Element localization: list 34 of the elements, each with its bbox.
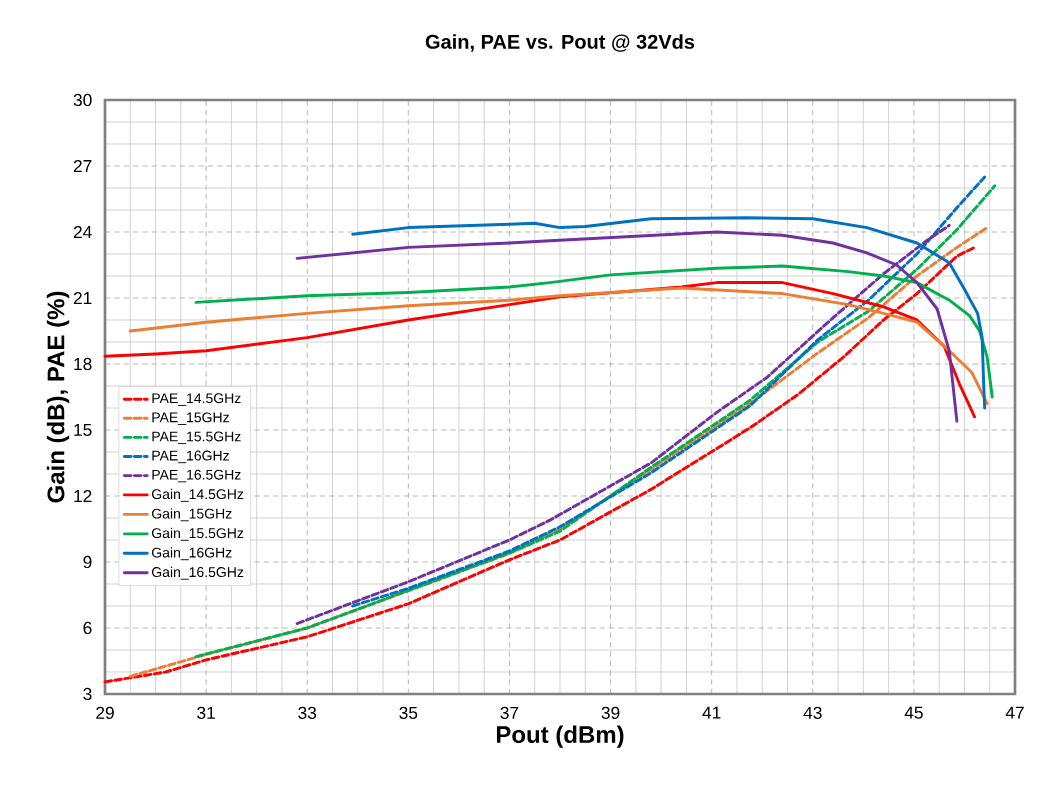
legend-label: Gain_15GHz (151, 508, 232, 522)
x-tick-label: 33 (298, 706, 317, 719)
legend-label: Gain_14.5GHz (151, 488, 244, 502)
y-tick-label: 27 (73, 159, 92, 173)
y-tick-label: 3 (83, 687, 92, 701)
x-axis-title: Pout (dBm) (496, 725, 624, 748)
legend-label: Gain_16.5GHz (151, 566, 244, 580)
y-axis-title: Gain (dB), PAE (%) (46, 291, 70, 503)
legend-label: PAE_16.5GHz (152, 469, 241, 483)
x-tick-label: 41 (702, 706, 721, 719)
x-tick-label: 43 (803, 706, 822, 719)
y-tick-label: 18 (74, 357, 92, 371)
y-tick-label: 15 (74, 423, 92, 437)
legend-label: Gain_15.5GHz (151, 527, 244, 541)
x-tick-label: 45 (904, 706, 923, 719)
legend-label: PAE_16GHz (152, 450, 229, 464)
y-tick-label: 9 (83, 555, 92, 569)
line-series (351, 175, 987, 608)
chart-title: Gain, PAE vs. Pout @ 32Vds (425, 34, 695, 52)
x-tick-label: 29 (96, 706, 114, 719)
x-tick-label: 37 (500, 706, 519, 719)
legend-label: PAE_15.5GHz (152, 431, 241, 445)
legend-label: Gain_16GHz (151, 547, 232, 561)
legend-label: PAE_15GHz (152, 412, 229, 425)
y-tick-label: 30 (73, 93, 92, 107)
x-tick-label: 39 (601, 706, 620, 719)
x-tick-label: 35 (399, 706, 418, 719)
x-tick-label: 31 (197, 706, 215, 719)
y-tick-label: 6 (83, 621, 92, 635)
y-tick-label: 24 (73, 225, 92, 239)
legend-label: PAE_14.5GHz (152, 393, 241, 406)
y-tick-label: 21 (73, 291, 92, 305)
y-tick-label: 12 (74, 489, 92, 503)
x-tick-label: 47 (1005, 706, 1024, 719)
